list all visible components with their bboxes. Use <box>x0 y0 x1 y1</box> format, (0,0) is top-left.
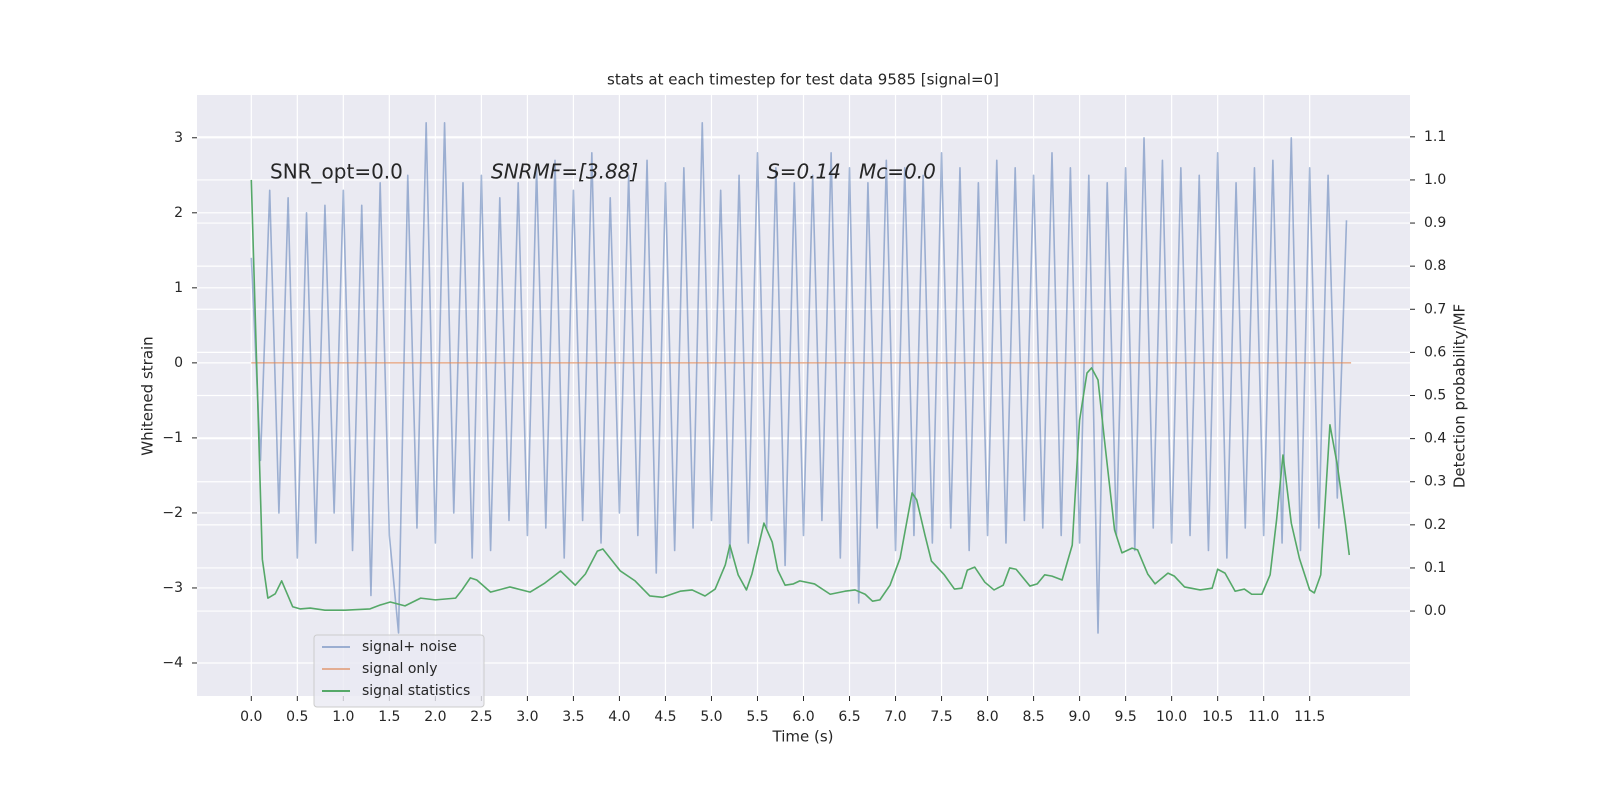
y-tick-label: −2 <box>162 505 183 521</box>
x-tick-label: 2.5 <box>470 709 492 725</box>
x-tick-label: 5.0 <box>700 709 722 725</box>
x-tick-label: 7.0 <box>884 709 906 725</box>
x-tick-label: 5.5 <box>746 709 768 725</box>
marks <box>250 121 1352 634</box>
y2-tick-label: 0.6 <box>1424 344 1446 360</box>
y2-tick-label: 0.4 <box>1424 431 1446 447</box>
x-tick-label: 4.5 <box>654 709 676 725</box>
y2-tick-label: 0.5 <box>1424 388 1446 404</box>
y2-tick-label: 0.9 <box>1424 215 1446 231</box>
x-tick-label: 9.5 <box>1114 709 1136 725</box>
legend-box <box>313 634 485 708</box>
annotation: S=0.14 <box>767 160 841 184</box>
y-tick-label: −3 <box>162 580 183 596</box>
x-tick-label: 6.0 <box>792 709 814 725</box>
y2-tick-label: 0.7 <box>1424 301 1446 317</box>
y-tick-label: 0 <box>174 355 183 371</box>
y2-tick-label: 0.0 <box>1424 603 1446 619</box>
annotation: SNRMF=[3.88] <box>491 160 638 184</box>
y-tick-label: 2 <box>174 205 183 221</box>
y-tick-label: −1 <box>162 430 183 446</box>
y2-axis-label: Detection probability/MF <box>1451 304 1469 488</box>
legend-label: signal+ noise <box>362 639 457 655</box>
x-tick-label: 3.0 <box>516 709 538 725</box>
annotation: Mc=0.0 <box>859 160 936 184</box>
annotation: SNR_opt=0.0 <box>270 160 403 184</box>
legend-label: signal only <box>362 661 437 677</box>
y-tick-label: 3 <box>174 130 183 146</box>
x-tick-label: 3.5 <box>562 709 584 725</box>
x-tick-label: 7.5 <box>930 709 952 725</box>
labels: 0.0 0.5 1.0 1.5 2.0 2.5 3.0 3.5 4.0 4.5 5.0 5.5 6.0 6… <box>162 129 1446 725</box>
x-tick-label: 10.5 <box>1202 709 1233 725</box>
x-tick-label: 2.0 <box>424 709 446 725</box>
series-line <box>250 121 1348 634</box>
x-tick-label: 10.0 <box>1156 709 1187 725</box>
x-tick-label: 8.5 <box>1022 709 1044 725</box>
x-tick-label: 6.5 <box>838 709 860 725</box>
chart-title: stats at each timestep for test data 958… <box>607 71 999 89</box>
x-tick-label: 4.0 <box>608 709 630 725</box>
y2-tick-label: 1.0 <box>1424 172 1446 188</box>
x-axis-label: Time (s) <box>772 728 834 746</box>
series-line <box>250 179 1351 611</box>
y2-tick-label: 0.8 <box>1424 258 1446 274</box>
y2-tick-label: 1.1 <box>1424 129 1446 145</box>
y-axis-label: Whitened strain <box>139 336 157 455</box>
x-tick-label: 11.0 <box>1248 709 1279 725</box>
x-tick-label: 1.0 <box>332 709 354 725</box>
x-tick-label: 0.0 <box>240 709 262 725</box>
x-tick-label: 0.5 <box>286 709 308 725</box>
y-tick-label: −4 <box>162 655 183 671</box>
x-tick-label: 9.0 <box>1068 709 1090 725</box>
x-tick-label: 11.5 <box>1294 709 1325 725</box>
legend-label: signal statistics <box>362 683 470 699</box>
x-tick-label: 1.5 <box>378 709 400 725</box>
x-tick-label: 8.0 <box>976 709 998 725</box>
y2-tick-label: 0.1 <box>1424 560 1446 576</box>
y-tick-label: 1 <box>174 280 183 296</box>
y2-tick-label: 0.2 <box>1424 517 1446 533</box>
y2-tick-label: 0.3 <box>1424 474 1446 490</box>
